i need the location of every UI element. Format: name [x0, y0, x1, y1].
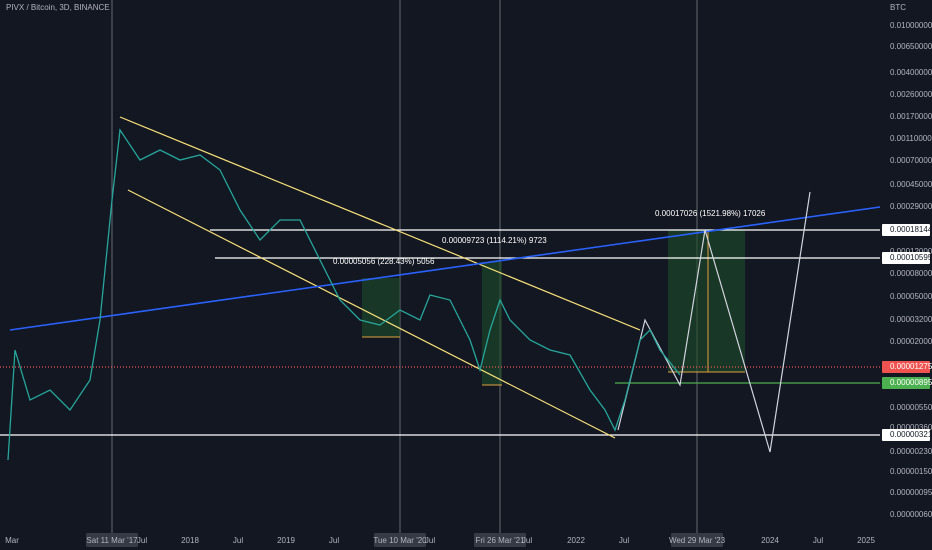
- price-label: 0.00001275: [890, 362, 932, 371]
- annotation: 0.00009723 (1114.21%) 9723: [442, 236, 547, 245]
- price-axis: [880, 0, 932, 540]
- price-badge: [882, 377, 930, 389]
- price-label: 0.00008000: [890, 269, 932, 278]
- time-label: Sat 11 Mar '17: [86, 536, 138, 545]
- price-unit: BTC: [890, 3, 906, 12]
- annotation: 0.00017026 (1521.98%) 17026: [655, 209, 766, 218]
- time-label: Jul: [233, 536, 243, 545]
- price-label: 0.00260000: [890, 90, 932, 99]
- price-label: 0.01000000: [890, 21, 932, 30]
- price-label: 0.00003200: [890, 315, 932, 324]
- time-badge: [86, 533, 138, 547]
- price-label: 0.00000230: [890, 447, 932, 456]
- price-label: 0.00018144: [890, 225, 932, 234]
- price-badge: [882, 429, 930, 441]
- price-label: 0.00000895: [890, 378, 932, 387]
- price-label: 0.00045000: [890, 180, 932, 189]
- price-label: 0.00000060: [890, 510, 932, 519]
- time-label: 2019: [277, 536, 295, 545]
- time-label: Jul: [813, 536, 823, 545]
- price-badge: [882, 252, 930, 264]
- time-label: Tue 10 Mar '20: [373, 536, 427, 545]
- price-label: 0.00000095: [890, 488, 932, 497]
- price-label: 0.00000150: [890, 467, 932, 476]
- time-label: Jul: [137, 536, 147, 545]
- price-label: 0.00000321: [890, 430, 932, 439]
- time-label: 2022: [567, 536, 585, 545]
- time-label: Jul: [619, 536, 629, 545]
- drawings: [0, 116, 881, 453]
- time-label: Mar: [5, 536, 19, 545]
- time-label: 2018: [181, 536, 199, 545]
- time-label: 2025: [857, 536, 875, 545]
- price-label: 0.00000550: [890, 403, 932, 412]
- time-label: Wed 29 Mar '23: [669, 536, 726, 545]
- price-label: 0.00002000: [890, 337, 932, 346]
- time-label: Fri 26 Mar '21: [475, 536, 525, 545]
- time-label: 2024: [761, 536, 779, 545]
- time-label: Jul: [329, 536, 339, 545]
- time-badge: [671, 533, 723, 547]
- annotation: 0.00005056 (228.43%) 5056: [333, 257, 435, 266]
- price-path: [7, 128, 681, 461]
- price-label: 0.00012000: [890, 247, 932, 256]
- price-label: 0.00650000: [890, 42, 932, 51]
- price-label: 0.00010595: [890, 253, 932, 262]
- price-label: 0.00000360: [890, 423, 932, 432]
- price-label: 0.00170000: [890, 112, 932, 121]
- position-boxes: [362, 230, 745, 386]
- time-label: Jul: [425, 536, 435, 545]
- time-badge: [374, 533, 426, 547]
- symbol-title: PIVX / Bitcoin, 3D, BINANCE: [6, 3, 110, 12]
- price-label: 0.00110000: [890, 134, 932, 143]
- price-label: 0.00005000: [890, 292, 932, 301]
- time-badge: [474, 533, 526, 547]
- price-label: 0.00029000: [890, 202, 932, 211]
- price-label: 0.00070000: [890, 156, 932, 165]
- price-badge: [882, 224, 930, 236]
- price-badge: [882, 361, 930, 373]
- price-label: 0.00400000: [890, 68, 932, 77]
- time-label: Jul: [522, 536, 532, 545]
